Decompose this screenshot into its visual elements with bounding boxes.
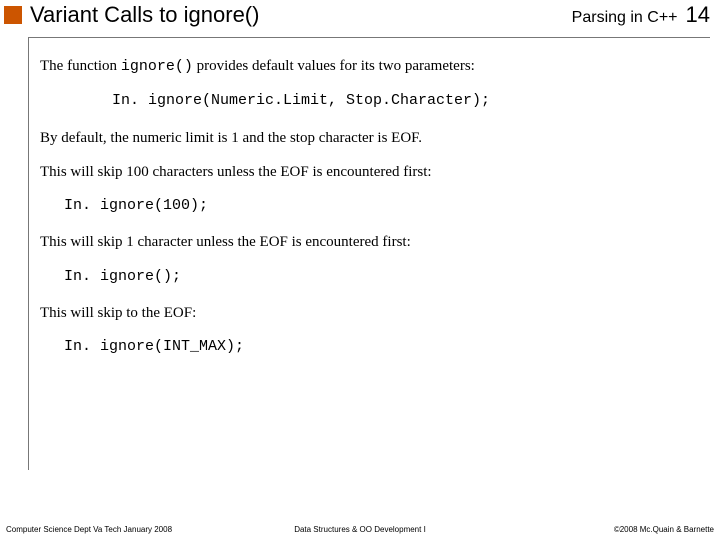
page-number: 14: [686, 2, 710, 28]
slide-body: The function ignore() provides default v…: [40, 56, 696, 373]
slide: Variant Calls to ignore() Parsing in C++…: [0, 0, 720, 540]
footer-center: Data Structures & OO Development I: [0, 525, 720, 534]
code-skip-eof: In. ignore(INT_MAX);: [64, 337, 696, 357]
slide-title: Variant Calls to ignore(): [30, 2, 259, 28]
paragraph-skip100: This will skip 100 characters unless the…: [40, 162, 696, 182]
code-skip100: In. ignore(100);: [64, 196, 696, 216]
paragraph-intro: The function ignore() provides default v…: [40, 56, 696, 77]
p1-suffix: provides default values for its two para…: [193, 58, 475, 74]
inline-code-ignore: ignore(): [121, 58, 193, 75]
header-right: Parsing in C++ 14: [572, 2, 710, 28]
section-label: Parsing in C++: [572, 9, 678, 27]
vertical-rule: [28, 37, 29, 470]
paragraph-defaults: By default, the numeric limit is 1 and t…: [40, 128, 696, 148]
code-signature: In. ignore(Numeric.Limit, Stop.Character…: [112, 91, 696, 111]
accent-square: [4, 6, 22, 24]
slide-header: Variant Calls to ignore() Parsing in C++…: [0, 0, 720, 38]
paragraph-skip-eof: This will skip to the EOF:: [40, 303, 696, 323]
p1-prefix: The function: [40, 58, 121, 74]
paragraph-skip1: This will skip 1 character unless the EO…: [40, 232, 696, 252]
code-skip1: In. ignore();: [64, 267, 696, 287]
footer-right: ©2008 Mc.Quain & Barnette: [614, 525, 714, 534]
horizontal-rule: [28, 37, 710, 38]
